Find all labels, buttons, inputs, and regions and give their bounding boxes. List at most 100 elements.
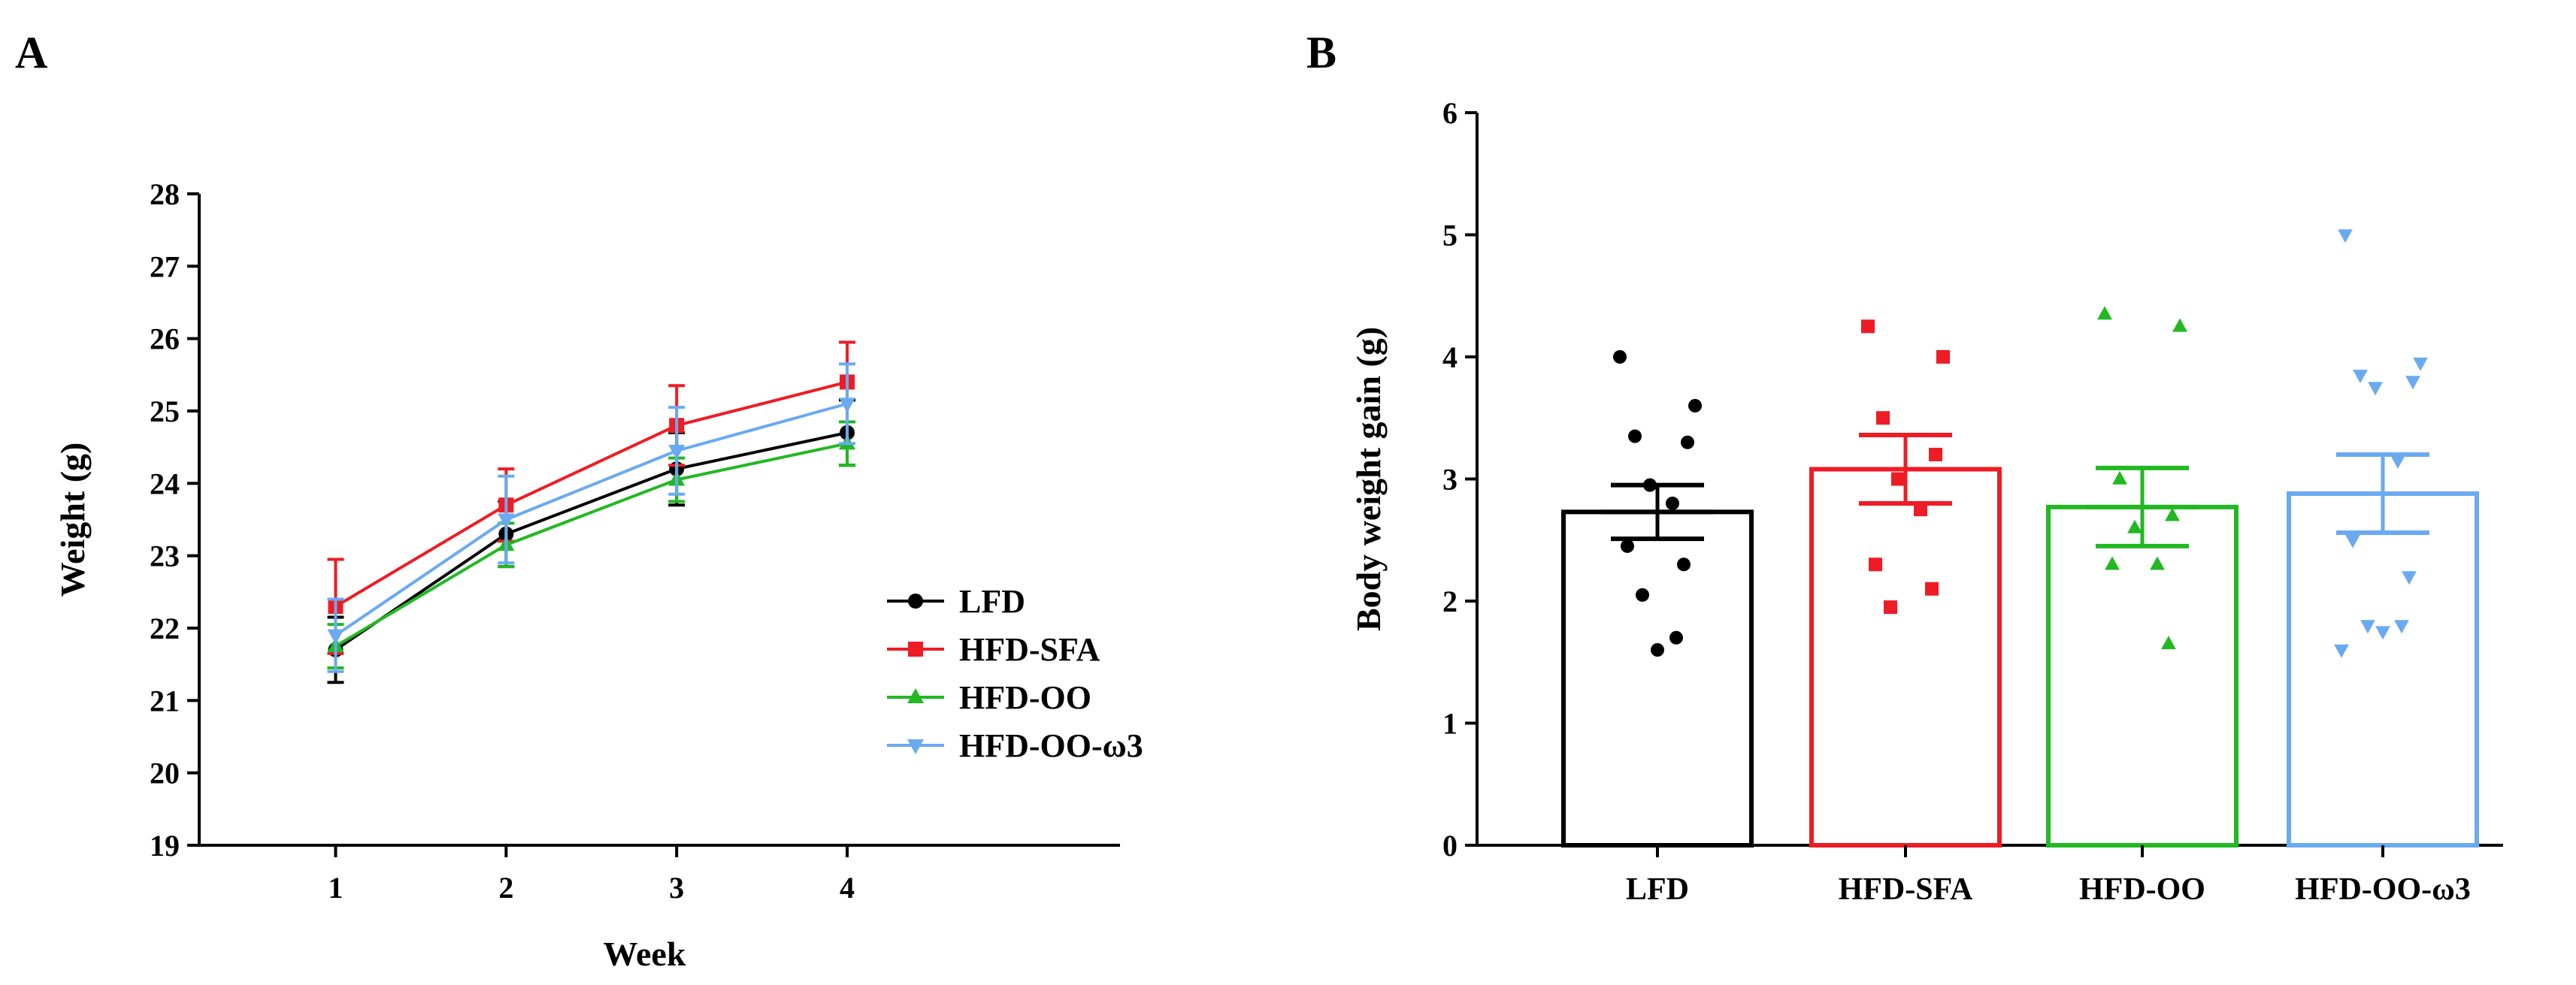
y-tick-label: 25	[150, 394, 180, 428]
individual-point	[1621, 539, 1634, 553]
bar-group-0	[1561, 350, 1754, 848]
individual-point	[2360, 620, 2375, 634]
individual-point	[2413, 357, 2428, 371]
series-hfd-sfa	[327, 340, 856, 655]
y-tick-label: 4	[1442, 340, 1458, 374]
individual-point	[1688, 399, 1702, 412]
legend: LFD HFD-SFA HFD-OO HFD-OO-ω3	[887, 583, 1143, 764]
series-line	[334, 431, 848, 651]
bar	[2046, 504, 2238, 848]
legend-label: LFD	[959, 583, 1025, 620]
individual-point	[1677, 557, 1691, 572]
legend-marker	[908, 642, 923, 657]
bar	[1809, 467, 2002, 848]
legend-label: HFD-OO	[959, 679, 1091, 716]
bar-group-1	[1809, 319, 2002, 848]
series-line	[334, 442, 848, 648]
y-tick-label: 23	[150, 539, 180, 573]
individual-point	[1925, 582, 1939, 596]
y-tick-label: 28	[150, 177, 180, 211]
individual-point	[2112, 470, 2127, 485]
individual-point	[2150, 556, 2165, 570]
data-point	[498, 513, 515, 529]
category-label: HFD-SFA	[1839, 872, 1974, 907]
category-label: LFD	[1626, 872, 1689, 907]
individual-point	[2390, 455, 2405, 469]
individual-point	[2161, 636, 2176, 650]
individual-point	[2405, 376, 2420, 390]
individual-point	[1929, 448, 1942, 461]
y-axis-title: Body weight gain (g)	[1349, 327, 1388, 631]
data-point	[839, 397, 856, 413]
y-axis-title: Weight (g)	[53, 443, 92, 597]
x-axis-title: Week	[604, 935, 686, 973]
weight-gain-bar-chart: 0 1 2 3 4 5 6 Body weight gain (g) LFD HFD-SFA HFD…	[1349, 96, 2503, 907]
y-tick-label: 20	[150, 757, 180, 790]
panel-a-label: A	[15, 28, 47, 77]
y-tick-label: 0	[1442, 829, 1458, 863]
individual-point	[2402, 571, 2417, 585]
individual-point	[1884, 600, 1897, 615]
x-tick-label: 2	[498, 871, 513, 905]
individual-point	[2165, 507, 2180, 521]
individual-point	[1669, 630, 1683, 645]
series-line	[334, 380, 848, 608]
individual-point	[1861, 319, 1875, 334]
individual-point	[1666, 497, 1679, 510]
individual-point	[2334, 644, 2349, 658]
y-tick-label: 6	[1442, 96, 1458, 130]
individual-point	[1681, 435, 1694, 449]
individual-point	[2368, 382, 2383, 396]
y-tick-label: 2	[1442, 585, 1458, 618]
individual-point	[1869, 557, 1882, 572]
legend-marker	[908, 594, 923, 609]
individual-point	[1651, 643, 1664, 657]
y-tick-label: 24	[150, 467, 180, 500]
individual-point	[2127, 519, 2142, 533]
individual-point	[2345, 534, 2360, 548]
bar-group-3	[2287, 229, 2479, 848]
bar-group-2	[2046, 306, 2238, 848]
individual-point	[1613, 350, 1627, 364]
series-line	[334, 402, 848, 637]
legend-marker	[907, 739, 924, 754]
series-hfd-oo	[327, 420, 856, 669]
individual-point	[2097, 306, 2112, 320]
individual-point	[1936, 350, 1950, 364]
y-tick-label: 26	[150, 322, 180, 356]
individual-point	[1628, 429, 1642, 443]
y-tick-label: 22	[150, 612, 180, 645]
x-tick-label: 3	[669, 871, 684, 905]
individual-point	[1891, 472, 1905, 486]
x-tick-label: 4	[840, 871, 855, 905]
individual-point	[2375, 626, 2390, 640]
y-tick-label: 27	[150, 249, 180, 283]
y-tick-label: 19	[150, 829, 180, 863]
x-tick-label: 1	[328, 871, 343, 905]
individual-point	[1636, 588, 1649, 602]
bar	[2287, 491, 2479, 848]
y-tick-label: 21	[150, 684, 180, 718]
legend-label: HFD-SFA	[959, 631, 1100, 668]
bar	[1561, 509, 1754, 848]
individual-point	[1914, 503, 1927, 517]
legend-marker	[907, 688, 924, 703]
legend-label: HFD-OO-ω3	[959, 727, 1143, 764]
individual-point	[2338, 229, 2353, 243]
panel-b-label: B	[1306, 28, 1336, 77]
category-label: HFD-OO	[2079, 872, 2205, 907]
individual-point	[1876, 411, 1890, 425]
individual-point	[2105, 556, 2120, 570]
series-hfd-oo-ω3	[327, 362, 856, 673]
individual-point	[2172, 318, 2187, 332]
y-tick-label: 5	[1442, 219, 1458, 252]
y-tick-label: 3	[1442, 463, 1458, 497]
y-tick-label: 1	[1442, 707, 1458, 741]
individual-point	[2394, 620, 2409, 634]
data-point	[668, 444, 686, 460]
individual-point	[2353, 370, 2368, 384]
category-label: HFD-OO-ω3	[2295, 872, 2471, 907]
series-lfd	[327, 398, 856, 684]
